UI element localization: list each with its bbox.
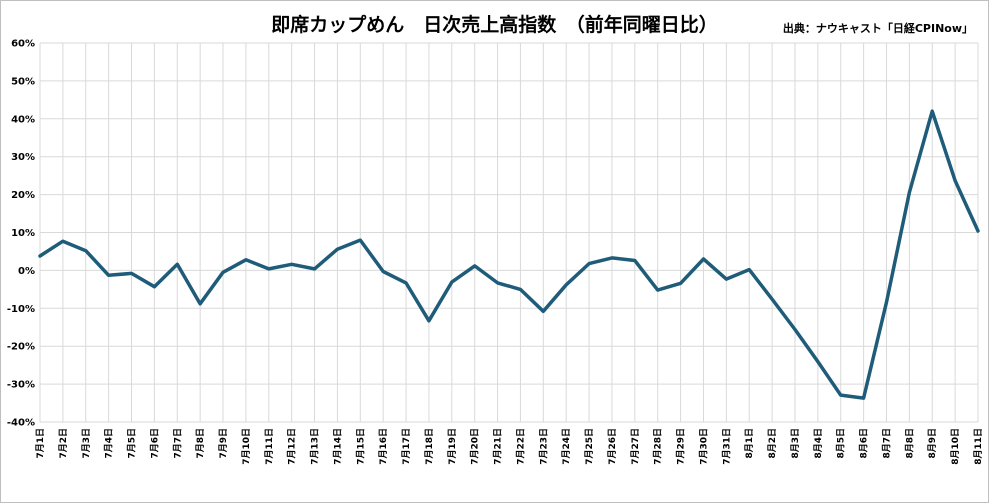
x-tick-label: 7月31日 [721,428,732,465]
horizontal-gridlines [40,42,978,423]
x-tick-label: 8月1日 [744,428,755,459]
x-tick-label: 8月6日 [859,428,870,459]
series-line [38,109,980,400]
y-tick-label: 10% [11,228,35,239]
x-tick-label: 8月9日 [927,428,938,459]
x-tick-label: 7月18日 [424,428,435,465]
x-tick-label: 7月10日 [241,428,252,465]
x-tick-label: 8月10日 [950,428,961,465]
x-tick-label: 7月8日 [195,428,206,459]
y-tick-label: 60% [11,39,35,50]
x-tick-label: 7月30日 [698,428,709,465]
x-tick-label: 7月12日 [287,428,298,465]
x-tick-label: 7月14日 [332,428,343,465]
x-tick-label: 7月20日 [470,428,481,465]
x-tick-label: 8月3日 [790,428,801,459]
y-tick-label: 20% [11,190,35,201]
chart-source: 出典：ナウキャスト「日経CPINow」 [782,22,973,35]
x-tick-label: 8月11日 [973,428,984,465]
x-axis-labels: 7月1日 7月2日 7月3日 7月4日 7月5日 7月6日 7月7日 7月8日 7月9日 7月10… [35,428,984,465]
x-tick-label: 7月26日 [607,428,618,465]
y-tick-label: 40% [11,114,35,125]
x-tick-label: 7月11日 [264,428,275,465]
x-tick-label: 7月27日 [630,428,641,465]
x-tick-label: 7月5日 [127,428,138,459]
y-tick-label: -30% [7,380,35,391]
chart-title: 即席カップめん 日次売上高指数 （前年同曜日比） [271,14,718,36]
x-tick-label: 7月3日 [81,428,92,459]
x-tick-label: 7月19日 [447,428,458,465]
x-tick-label: 8月8日 [904,428,915,459]
x-tick-label: 7月1日 [35,428,46,459]
x-tick-label: 7月13日 [310,428,321,465]
x-tick-label: 7月21日 [493,428,504,465]
x-tick-label: 7月29日 [676,428,687,465]
x-tick-label: 7月15日 [355,428,366,465]
x-tick-label: 7月17日 [401,428,412,465]
y-tick-label: -40% [7,418,35,429]
y-tick-label: -10% [7,304,35,315]
x-tick-label: 7月28日 [653,428,664,465]
x-tick-label: 7月22日 [515,428,526,465]
x-tick-label: 7月9日 [218,428,229,459]
y-tick-label: -20% [7,342,35,353]
x-tick-label: 7月25日 [584,428,595,465]
x-tick-label: 8月4日 [813,428,824,459]
y-axis-labels: 60% 50% 40% 30% 20% 10% 0% -10% -20% -30% -40% [7,39,35,429]
x-tick-label: 7月24日 [561,428,572,465]
x-tick-label: 7月2日 [58,428,69,459]
x-tick-label: 7月4日 [104,428,115,459]
x-tick-label: 8月7日 [881,428,892,459]
x-tick-label: 7月23日 [538,428,549,465]
x-tick-label: 7月16日 [378,428,389,465]
y-tick-label: 0% [18,266,35,277]
x-tick-label: 8月5日 [836,428,847,459]
y-tick-label: 50% [11,76,35,87]
x-tick-label: 7月6日 [149,428,160,459]
x-tick-label: 7月7日 [172,428,183,459]
x-tick-label: 8月2日 [767,428,778,459]
vertical-gridlines [39,43,979,422]
y-tick-label: 30% [11,152,35,163]
